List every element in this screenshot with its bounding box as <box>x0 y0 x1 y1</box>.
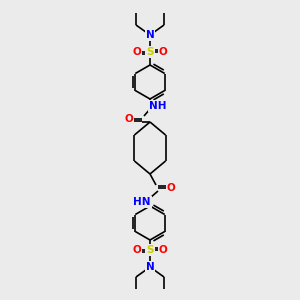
Text: S: S <box>146 47 154 57</box>
Text: S: S <box>146 245 154 255</box>
Text: O: O <box>159 245 167 255</box>
Text: O: O <box>133 47 141 57</box>
Text: O: O <box>167 183 176 193</box>
Text: O: O <box>159 47 167 57</box>
Text: N: N <box>146 30 154 40</box>
Text: O: O <box>133 245 141 255</box>
Text: HN: HN <box>133 197 151 207</box>
Text: N: N <box>146 262 154 272</box>
Text: NH: NH <box>149 101 167 111</box>
Text: O: O <box>124 114 134 124</box>
